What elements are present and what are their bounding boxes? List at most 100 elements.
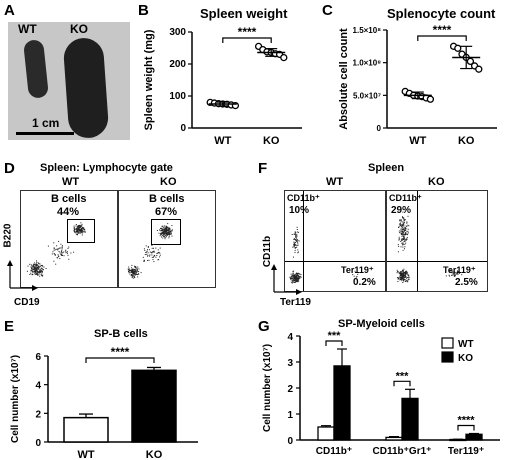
event-dot (168, 234, 170, 236)
event-dot (165, 225, 167, 227)
event-dot (27, 265, 29, 267)
event-dot (37, 265, 39, 266)
event-dot (295, 278, 297, 280)
event-dot (169, 231, 171, 233)
event-dot (65, 251, 67, 253)
event-dot (80, 226, 82, 228)
event-dot (162, 235, 164, 237)
panel-e-plot: 0 2 4 6 WT KO **** Cell number (x10⁷) (10, 345, 198, 460)
event-dot (402, 244, 404, 246)
cd11b-label-wt: CD11b⁺ (287, 193, 320, 203)
event-dot (40, 265, 42, 267)
event-dot (402, 224, 404, 226)
event-dot (163, 232, 165, 234)
panel-d-ko-label: KO (160, 176, 177, 188)
event-dot (73, 251, 75, 253)
event-dot (403, 231, 405, 233)
event-dot (68, 258, 70, 260)
panel-c-chart: Splenocyte count 0 5.0×10⁷ 1.0×10⁸ 1.5×10⁸ W… (325, 0, 520, 158)
event-dot (397, 278, 399, 280)
event-dot (408, 276, 409, 278)
event-dot (158, 259, 160, 261)
event-dot (133, 273, 135, 275)
event-dot (37, 268, 39, 270)
event-dot (37, 267, 39, 268)
event-dot (404, 219, 405, 221)
event-dot (295, 240, 297, 241)
event-dot (160, 233, 162, 235)
event-dot (399, 225, 401, 226)
event-dot (54, 254, 56, 256)
event-dot (404, 276, 406, 278)
event-dot (164, 236, 166, 238)
event-dot (75, 228, 77, 230)
event-dot (142, 256, 144, 258)
scale-bar-label: 1 cm (32, 116, 60, 130)
event-dot (404, 227, 406, 229)
event-dot (161, 232, 163, 234)
event-dot (134, 266, 136, 267)
event-dot (165, 230, 167, 232)
event-dot (168, 227, 170, 229)
event-dot (41, 271, 43, 273)
event-dot (405, 271, 407, 273)
event-dot (77, 226, 79, 228)
event-dot (39, 270, 41, 272)
event-dot (291, 234, 293, 235)
event-dot (165, 235, 167, 236)
significance-bracket (325, 340, 343, 346)
event-dot (66, 251, 68, 253)
event-dot (135, 274, 137, 275)
event-dot (79, 229, 81, 231)
event-dot (32, 271, 34, 273)
event-dot (296, 240, 298, 242)
event-dot (167, 229, 168, 231)
event-dot (132, 271, 134, 273)
event-dot (296, 273, 298, 275)
panel-f-xlabel: Ter119 (280, 297, 311, 308)
event-dot (402, 229, 404, 231)
y-axis-label: Absolute cell count (338, 28, 350, 130)
event-dot (79, 230, 81, 232)
event-dot (33, 266, 34, 268)
event-dot (164, 230, 165, 232)
event-dot (296, 244, 298, 246)
facs-f-wt: CD11b⁺ 10% Ter119⁺ 0.2% (284, 190, 386, 292)
event-dot (132, 273, 134, 275)
y-tick-label: 4 (35, 381, 41, 392)
event-dot (136, 270, 138, 271)
event-dot (167, 232, 169, 234)
event-dot (165, 231, 167, 233)
event-dot (145, 245, 147, 247)
event-dot (166, 234, 168, 236)
facs-d-ko: B cells 67% (118, 190, 216, 288)
event-dot (154, 251, 156, 253)
event-dot (70, 252, 72, 254)
event-dot (81, 234, 83, 236)
event-dot (53, 249, 55, 251)
event-dot (80, 228, 81, 230)
event-dot (296, 276, 298, 277)
event-dot (401, 277, 403, 279)
event-dot (295, 281, 297, 283)
event-dot (406, 226, 408, 228)
event-dot (35, 267, 37, 269)
event-dot (132, 277, 134, 279)
y-tick-label: 100 (169, 91, 186, 102)
event-dot (408, 278, 410, 280)
event-dot (296, 241, 298, 243)
panel-label-e: E (4, 318, 15, 335)
event-dot (31, 268, 32, 270)
event-dot (75, 230, 77, 232)
x-tick-label: Ter119⁺ (448, 446, 484, 457)
event-dot (356, 276, 358, 278)
event-dot (399, 226, 401, 228)
event-dot (132, 268, 134, 270)
event-dot (457, 273, 459, 275)
event-dot (453, 271, 455, 273)
event-dot (407, 232, 409, 234)
event-dot (404, 248, 405, 250)
event-dot (289, 278, 291, 279)
event-dot (169, 228, 171, 230)
data-point (466, 57, 475, 66)
